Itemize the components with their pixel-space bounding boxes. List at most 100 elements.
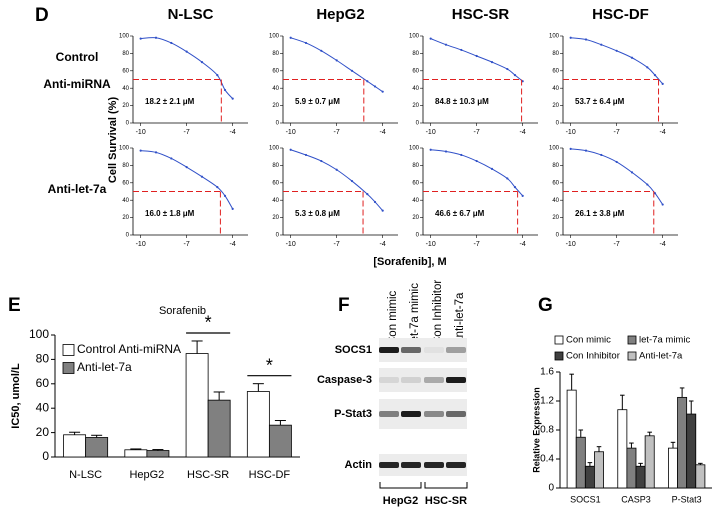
blot-band — [379, 462, 399, 468]
blot-band — [446, 462, 466, 468]
row-label: Caspase-3 — [317, 374, 372, 386]
data-point — [584, 38, 588, 41]
ic50-annotation: 5.9 ± 0.7 μM — [295, 97, 340, 106]
x-tick-label: -4 — [520, 241, 526, 248]
x-tick-label: -10 — [136, 241, 146, 248]
row-label: P-Stat3 — [334, 408, 372, 420]
blot-band — [379, 347, 399, 353]
y-tick-label: 0 — [276, 233, 280, 239]
y-tick-label: 20 — [272, 103, 279, 109]
legend-label: Con mimic — [566, 335, 611, 346]
data-point — [231, 207, 234, 210]
fit-curve — [140, 37, 234, 99]
y-tick-label: 20 — [552, 103, 559, 109]
data-point — [366, 193, 369, 196]
data-point — [381, 90, 384, 93]
row-label: Actin — [345, 459, 373, 471]
data-point — [304, 153, 308, 157]
data-point — [154, 36, 158, 39]
bar — [85, 437, 109, 458]
data-point — [429, 148, 432, 151]
x-tick-label: -4 — [660, 129, 666, 136]
y-tick-label: 60 — [122, 180, 129, 186]
data-point — [200, 175, 204, 178]
data-point — [373, 200, 377, 204]
significance-mark: * — [266, 355, 273, 375]
fit-curve — [430, 149, 524, 197]
y-tick-label: 20 — [122, 215, 129, 221]
row-label: Anti-miRNA — [43, 77, 111, 91]
data-point — [615, 160, 618, 164]
data-point — [646, 183, 649, 186]
data-point — [289, 36, 292, 39]
group-label: HSC-SR — [425, 495, 467, 507]
bar — [124, 449, 148, 458]
bar — [246, 391, 270, 458]
y-tick-label: 20 — [122, 103, 129, 109]
y-tick-label: 100 — [409, 34, 420, 40]
x-tick-label: SOCS1 — [570, 494, 601, 504]
data-point — [646, 66, 649, 69]
x-axis-label: [Sorafenib], M — [373, 256, 446, 268]
x-tick-label: -4 — [230, 241, 236, 248]
y-tick-label: 80 — [412, 51, 419, 57]
panel-label: F — [338, 295, 350, 316]
group-bracket — [379, 482, 422, 489]
y-tick-label: 0 — [416, 233, 420, 239]
column-title: HSC-SR — [452, 6, 510, 23]
ic50-annotation: 46.6 ± 6.7 μM — [435, 209, 485, 218]
x-tick-label: -10 — [286, 241, 296, 248]
y-tick-label: 0 — [548, 483, 554, 494]
y-tick-label: 0 — [276, 121, 280, 127]
y-tick-label: 40 — [122, 198, 129, 204]
data-point — [185, 50, 188, 53]
x-tick-label: -7 — [184, 129, 190, 136]
row-label: Anti-let-7a — [48, 182, 107, 196]
data-point — [569, 36, 572, 39]
blot-band — [446, 411, 466, 417]
y-tick-label: 80 — [122, 163, 129, 169]
bar — [686, 413, 697, 489]
data-point — [216, 74, 219, 77]
column-title: HepG2 — [316, 6, 364, 23]
x-tick-label: -7 — [334, 241, 340, 248]
x-tick-label: -4 — [520, 129, 526, 136]
data-point — [139, 37, 142, 40]
legend-swatch — [627, 351, 637, 361]
legend-label: Anti-let-7a — [77, 360, 132, 374]
lane-label: Con Inhibitor — [432, 280, 444, 345]
x-tick-label: -10 — [136, 129, 146, 136]
y-tick-label: 0.8 — [540, 425, 554, 436]
y-tick-label: 80 — [552, 163, 559, 169]
x-tick-label: -4 — [380, 241, 386, 248]
legend-swatch — [62, 344, 75, 356]
y-tick-label: 100 — [409, 146, 420, 152]
data-point — [569, 147, 572, 150]
ic50-annotation: 18.2 ± 2.1 μM — [145, 97, 195, 106]
data-point — [444, 150, 448, 153]
x-tick-label: HepG2 — [129, 469, 164, 481]
y-tick-label: 20 — [552, 215, 559, 221]
column-title: N-LSC — [168, 6, 214, 23]
data-point — [139, 149, 142, 152]
data-point — [490, 61, 494, 64]
data-point — [304, 41, 308, 45]
y-tick-label: 100 — [549, 34, 560, 40]
x-tick-label: CASP3 — [621, 494, 651, 504]
ic50-annotation: 53.7 ± 6.4 μM — [575, 97, 625, 106]
data-point — [170, 41, 173, 45]
data-point — [661, 203, 664, 206]
blot-band — [446, 347, 466, 353]
lane-label: Anti-let-7a — [454, 292, 466, 345]
data-point — [490, 167, 494, 170]
data-point — [289, 148, 292, 151]
bar — [146, 450, 170, 458]
y-tick-label: 0 — [42, 449, 49, 463]
legend-swatch — [554, 351, 564, 361]
panel-label: D — [35, 5, 49, 26]
blot-band — [424, 462, 444, 468]
y-tick-label: 80 — [412, 163, 419, 169]
row-label: SOCS1 — [335, 344, 372, 356]
y-tick-label: 80 — [272, 51, 279, 57]
